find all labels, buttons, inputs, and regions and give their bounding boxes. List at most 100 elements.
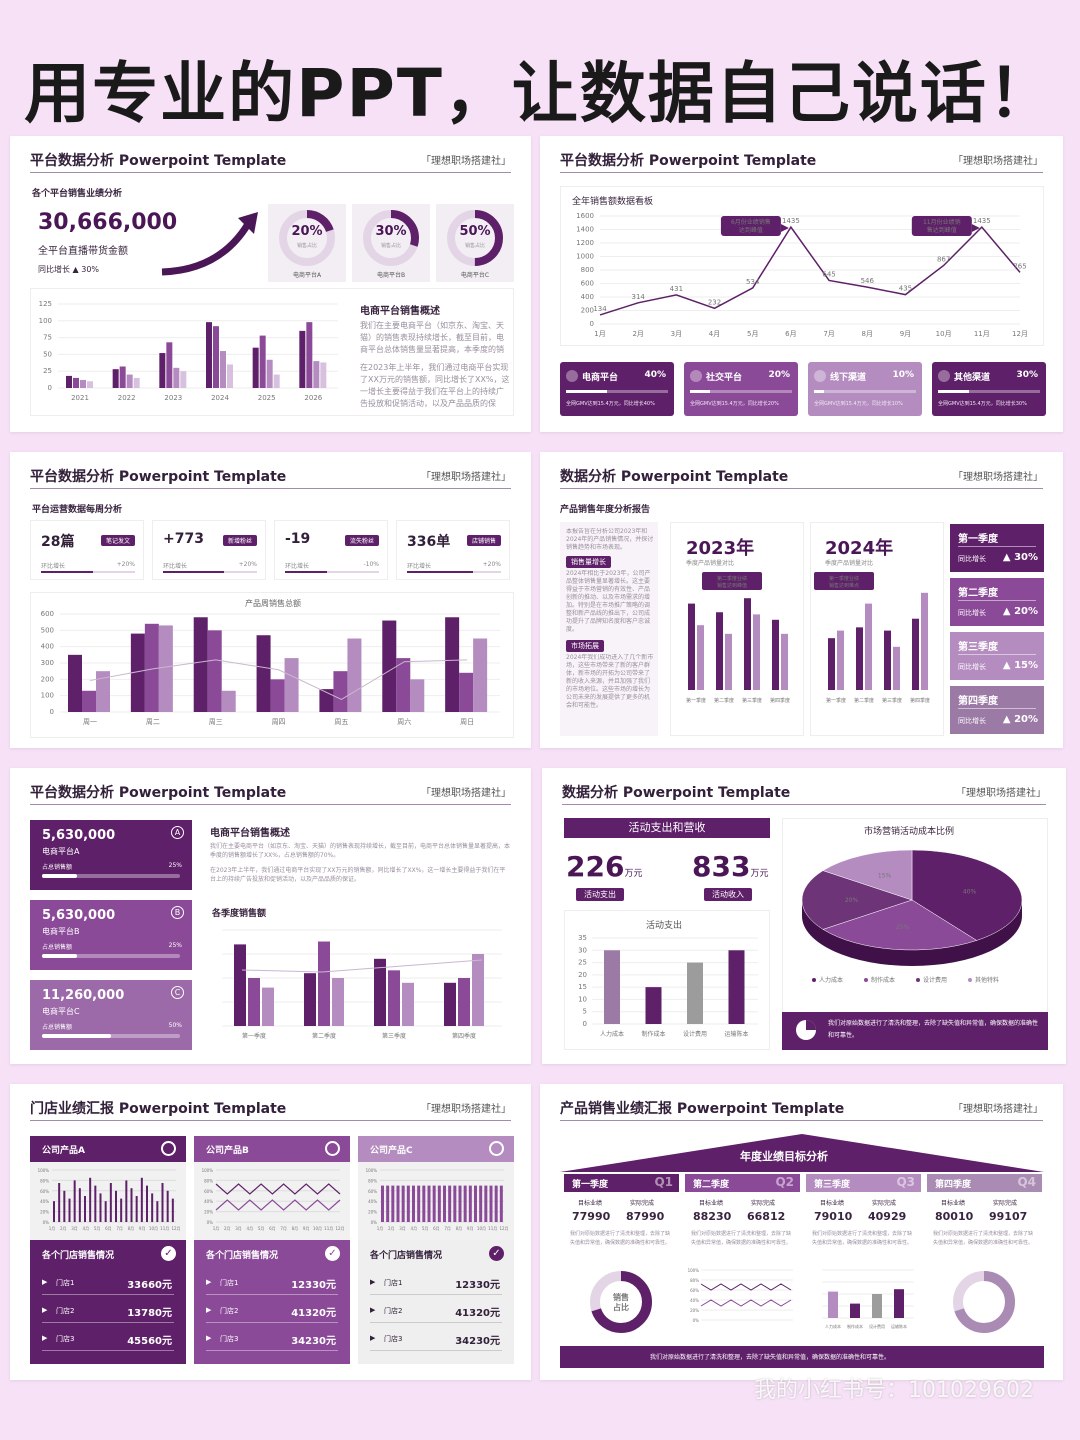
y-tick-label: 1200 [576, 239, 594, 247]
title-rule [562, 804, 1046, 805]
channel-percent: 40% [644, 370, 666, 380]
series-line [599, 225, 1021, 316]
slice-label: 25% [896, 924, 910, 931]
data-label: 534 [746, 278, 760, 286]
bar [396, 658, 411, 712]
bar [66, 375, 72, 388]
bar [266, 359, 273, 388]
quarter-name: 第一季度 [958, 534, 998, 545]
y-tick-label: 80% [690, 1278, 699, 1283]
target-label: 目标业绩 [820, 1200, 845, 1207]
x-tick-label: 4月 [247, 1226, 254, 1231]
y-tick-label: 100% [366, 1168, 378, 1173]
bar [753, 614, 760, 690]
footer-text: 我们对原始数据进行了清洗和整理，去除了缺失值和异常值，确保数据的准确性和可靠性。 [650, 1354, 891, 1361]
bar [893, 646, 900, 690]
donut-inner-label: 销售占比 [380, 243, 401, 249]
series-line [215, 1199, 341, 1211]
x-tick-label: 第三季度 [882, 697, 902, 704]
slide-annual-product-report: 数据分析 Powerpoint Template 「理想职场搭建社」 产品销售年… [540, 452, 1063, 748]
kpi-value: 28篇 [41, 534, 75, 550]
quarter-label: 同比增长 [958, 609, 986, 617]
x-tick-label: 2月 [632, 330, 643, 338]
slide-title: 平台数据分析 Powerpoint Template [30, 469, 287, 485]
overview-title: 电商平台销售概述 [360, 306, 440, 317]
bar [53, 1201, 55, 1222]
slide-platform-sales: 平台数据分析 Powerpoint Template 「理想职场搭建社」 各个平… [10, 136, 531, 432]
chart-panel [30, 592, 514, 738]
bar [716, 612, 723, 690]
channel-icon [690, 370, 702, 382]
data-label: 867 [937, 255, 950, 263]
quarter-label: 同比增长 [958, 717, 986, 725]
slice-label: 15% [878, 872, 892, 879]
bar [856, 627, 863, 690]
y-tick-label: 40% [690, 1298, 699, 1303]
bar [112, 369, 119, 388]
bar [206, 322, 212, 388]
year-2023-title: 2023年 [686, 538, 755, 559]
bar [173, 367, 180, 388]
bar [248, 978, 260, 1026]
bar [58, 1183, 61, 1222]
kpi-value: -19 [285, 531, 311, 547]
quarter-name: 第四季度 [935, 1180, 972, 1190]
total-amount: 30,666,000 [38, 210, 178, 235]
kpi-label: 环比增长 [407, 563, 432, 570]
row-divider [42, 1294, 174, 1295]
bar [82, 690, 96, 712]
x-tick-label: 第四季度 [452, 1032, 476, 1040]
bar [422, 1185, 426, 1222]
platform-amount: 5,630,000 [42, 908, 116, 923]
bar [494, 1185, 498, 1222]
weekly-sales-bar-chart: 600 500 400 300 200 100 0 周一 周二 周三 周四 周五 周六 周日 [41, 610, 500, 726]
chart-title: 产品周销售总额 [245, 599, 301, 608]
progress-fill [42, 874, 77, 878]
x-tick-label: 周一 [83, 718, 97, 726]
bar [828, 638, 835, 690]
row-bullet-icon: ▶ [206, 1334, 212, 1342]
bar [382, 620, 397, 712]
quarter-blurb: 我们对原始数据进行了清洗和整理，去除了缺失值和异常值，确保数据的准确性和可靠性。 [933, 1231, 1034, 1246]
x-tick-label: 第四季度 [770, 697, 790, 704]
bar [484, 1185, 488, 1222]
legend-swatch [916, 978, 920, 982]
bar [299, 330, 306, 388]
chart-panel [30, 288, 514, 416]
income-number: 833 [692, 850, 751, 883]
bar [304, 973, 316, 1026]
product-chart-panel: 100% 80% 60% 40% 20% 0% 1月 2月 3月 4月 5月 6月 7月 8月 9月 10月 1… [358, 1162, 514, 1240]
chart-panel [560, 186, 1044, 346]
y-tick-label: 100% [688, 1268, 700, 1273]
channel-name: 线下渠道 [830, 373, 867, 383]
donut-percent: 20% [291, 224, 323, 239]
quarter-divider [958, 600, 1036, 601]
bar [479, 1185, 483, 1222]
product-bar-chart: 100%80%60%40%20%0%1月 2月 3月 4月 5月 6月 7月 8月 9月 10月 1… [366, 1168, 509, 1231]
donut-progress [363, 210, 419, 266]
channel-name: 社交平台 [706, 373, 743, 383]
x-tick-label: 2022 [118, 394, 136, 402]
y-tick-label: 400 [581, 293, 594, 301]
x-tick-label: 运输陈本 [724, 1030, 748, 1038]
target-value: 77990 [572, 1210, 611, 1223]
roof-banner [560, 1134, 1044, 1172]
row-divider [206, 1322, 338, 1323]
progress-track [566, 390, 668, 393]
bar [427, 1185, 431, 1222]
total-label: 全平台直播带货金额 [38, 246, 128, 257]
bar [402, 982, 414, 1026]
x-tick-label: 5月 [747, 330, 758, 338]
check-icon: ✓ [325, 1246, 340, 1261]
bar [850, 1303, 860, 1318]
refresh-icon [161, 1141, 176, 1156]
x-tick-label: 10月 [149, 1226, 158, 1231]
overview-paragraph-1: 我们在主要电商平台（如京东、淘宝、天猫）的销售表现持续增长，截至目前，电商平台总… [360, 321, 504, 354]
y-tick-label: 60% [204, 1189, 213, 1194]
quarter-blurb: 我们对原始数据进行了清洗和整理，去除了缺失值和异常值，确保数据的准确性和可靠性。 [812, 1231, 913, 1246]
data-label: 431 [670, 285, 683, 293]
y-tick-label: 5 [583, 1008, 587, 1016]
quarter-value: ▲ 30% [1002, 552, 1038, 563]
pie-slice [801, 870, 913, 930]
target-label: 目标业绩 [578, 1200, 603, 1207]
